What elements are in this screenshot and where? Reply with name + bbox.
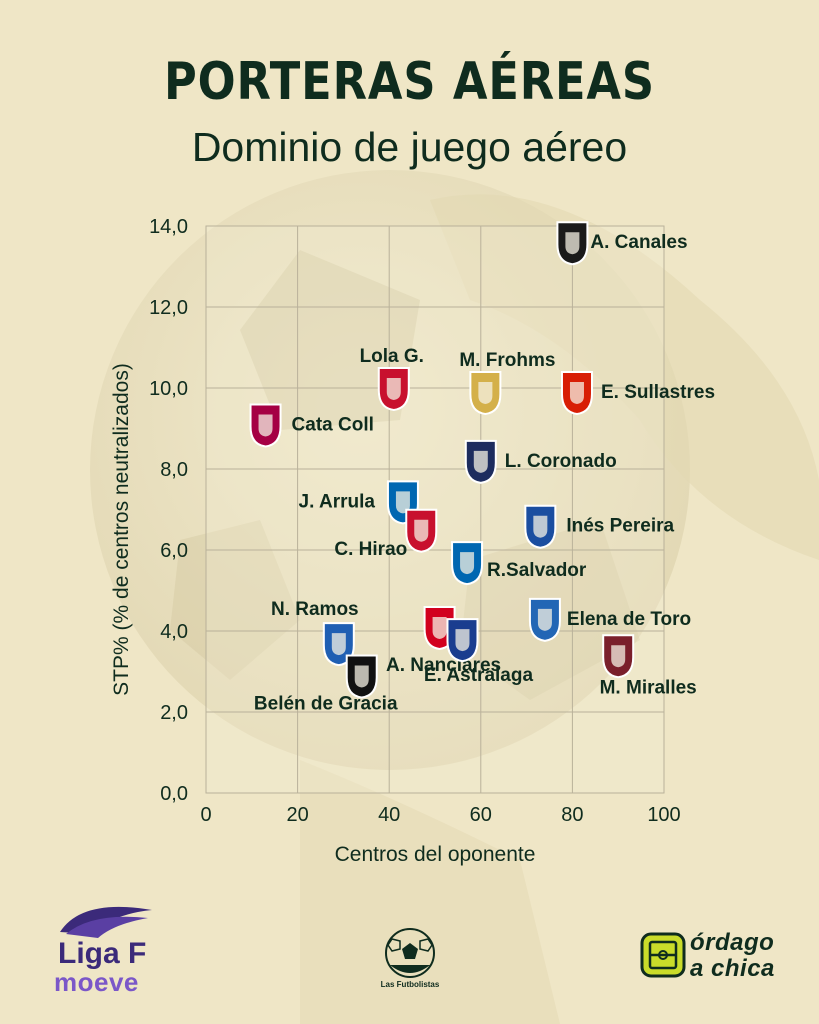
x-tick-label: 100 — [647, 804, 680, 826]
ordago-wordmark-line1: órdago — [690, 929, 775, 956]
y-tick-label: 0,0 — [160, 783, 188, 805]
crest-atletico-icon — [377, 367, 410, 412]
moeve-wordmark: moeve — [54, 967, 139, 997]
crest-levante-icon — [464, 439, 497, 484]
point-label: Cata Coll — [292, 414, 374, 435]
crest-dux-icon — [602, 634, 635, 679]
y-tick-label: 4,0 — [160, 621, 188, 643]
point-label: E. Sullastres — [601, 382, 715, 403]
y-tick-label: 8,0 — [160, 459, 188, 481]
page-title: PORTERAS AÉREAS — [164, 52, 655, 112]
las-futbolistas-wordmark: Las Futbolistas — [380, 980, 440, 989]
point-label: Belén de Gracia — [254, 694, 398, 715]
liga-f-wordmark: Liga F — [58, 937, 147, 970]
y-tick-label: 6,0 — [160, 540, 188, 562]
point-label: L. Coronado — [505, 451, 617, 472]
ordago-wordmark-line2: a chica — [690, 955, 775, 982]
x-tick-label: 80 — [561, 804, 583, 826]
crest-deportivo-icon — [524, 504, 557, 549]
point-label: M. Miralles — [600, 677, 697, 698]
y-axis-label: STP% (% de centros neutralizados) — [110, 363, 133, 696]
x-tick-label: 40 — [378, 804, 400, 826]
point-label: Lola G. — [360, 346, 424, 367]
crest-real-madrid-icon — [469, 371, 502, 416]
point-label: Inés Pereira — [566, 516, 674, 537]
point-label: M. Frohms — [459, 350, 555, 371]
point-label: E. Astralaga — [424, 665, 534, 686]
x-tick-label: 60 — [470, 804, 492, 826]
y-tick-label: 12,0 — [149, 297, 188, 319]
y-tick-label: 10,0 — [149, 378, 188, 400]
x-axis-label: Centros del oponente — [335, 843, 536, 866]
liga-f-logo — [60, 906, 152, 938]
crest-granada-icon — [405, 508, 438, 553]
point-label: C. Hirao — [334, 539, 407, 560]
x-tick-label: 20 — [286, 804, 308, 826]
point-label: A. Canales — [590, 232, 687, 253]
point-label: N. Ramos — [271, 599, 359, 620]
crest-sevilla-icon — [560, 371, 593, 416]
point-label: A. Nanclares — [386, 655, 501, 676]
crest-barcelona-icon — [249, 403, 282, 448]
y-tick-label: 14,0 — [149, 216, 188, 238]
crest-alhama-icon — [528, 597, 561, 642]
point-label: R.Salvador — [487, 560, 587, 581]
crest-madrid-cff-icon — [345, 654, 378, 699]
las-futbolistas-logo — [385, 928, 435, 978]
point-label: Elena de Toro — [567, 609, 691, 630]
x-tick-label: 0 — [200, 804, 211, 826]
ordago-a-chica-logo — [640, 932, 686, 978]
point-label: J. Arrula — [299, 491, 376, 512]
crest-espanyol-icon — [451, 541, 484, 586]
crest-dark-ring-icon — [556, 221, 589, 266]
crest-eibar-icon — [446, 618, 479, 663]
y-tick-label: 2,0 — [160, 702, 188, 724]
page-subtitle: Dominio de juego aéreo — [191, 124, 628, 170]
